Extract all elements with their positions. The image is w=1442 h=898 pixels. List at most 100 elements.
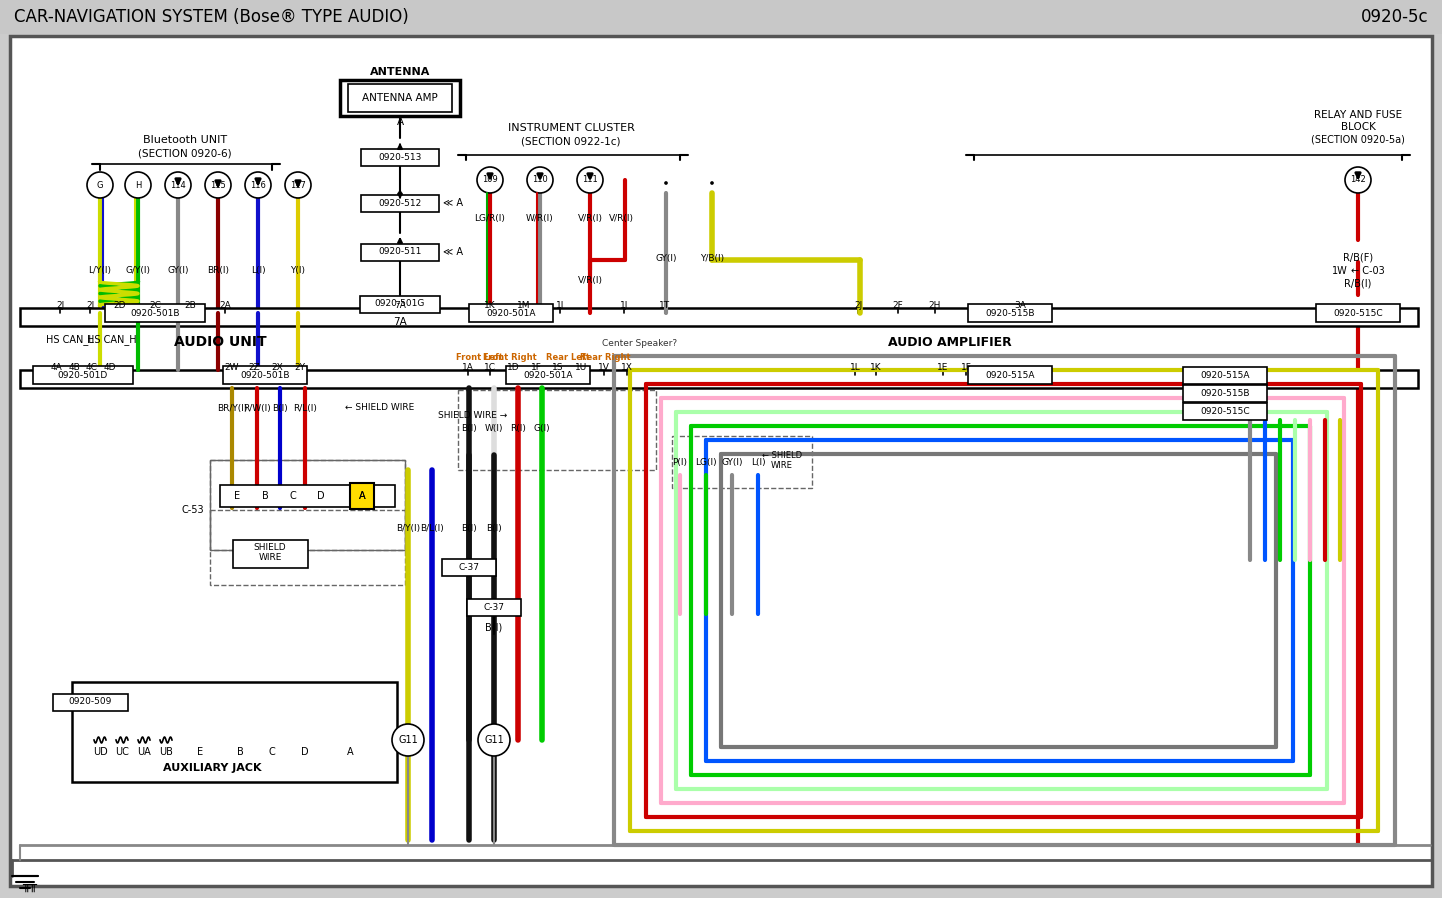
Bar	[968, 366, 1053, 384]
Text: Front Right: Front Right	[483, 353, 536, 362]
Text: G(I): G(I)	[534, 424, 551, 433]
Text: 4A: 4A	[50, 363, 62, 372]
Text: 0920-515B: 0920-515B	[1200, 389, 1250, 398]
Text: 0920-509: 0920-509	[68, 698, 111, 707]
Bar	[211, 460, 405, 550]
Text: SHIELD: SHIELD	[254, 543, 287, 552]
Text: ≪ A: ≪ A	[443, 247, 463, 257]
Bar	[52, 693, 127, 710]
Text: G: G	[97, 180, 104, 189]
Text: WIRE: WIRE	[771, 461, 793, 470]
Text: 0920-501B: 0920-501B	[241, 371, 290, 380]
Circle shape	[526, 167, 552, 193]
Bar	[211, 510, 405, 585]
Text: 1K: 1K	[485, 301, 496, 310]
Bar	[224, 366, 307, 384]
Text: 1S: 1S	[552, 363, 564, 372]
Text: 1F: 1F	[960, 363, 972, 372]
Text: ANTENNA: ANTENNA	[369, 67, 430, 77]
Text: 1T: 1T	[659, 301, 671, 310]
Bar	[459, 390, 656, 470]
Circle shape	[125, 172, 151, 198]
Text: GY(I): GY(I)	[655, 253, 676, 262]
Bar	[469, 304, 552, 322]
Text: 109: 109	[482, 175, 497, 184]
Text: 1F: 1F	[531, 363, 541, 372]
Text: WIRE: WIRE	[258, 552, 281, 561]
Text: GY(I): GY(I)	[167, 266, 189, 275]
Text: (SECTION 0920-5a): (SECTION 0920-5a)	[1311, 134, 1405, 144]
Text: A: A	[359, 491, 365, 501]
Bar	[506, 366, 590, 384]
Text: A: A	[359, 491, 365, 501]
Text: UD: UD	[92, 747, 107, 757]
Text: A: A	[397, 117, 404, 127]
Text: C: C	[268, 747, 275, 757]
Text: ← C-03: ← C-03	[1351, 266, 1384, 276]
Circle shape	[87, 172, 112, 198]
Text: B/L(I): B/L(I)	[420, 524, 444, 533]
Text: 1A: 1A	[461, 363, 474, 372]
Text: Y(I): Y(I)	[290, 266, 306, 275]
Text: 114: 114	[170, 180, 186, 189]
Text: D: D	[317, 491, 324, 501]
Text: HS CAN_L: HS CAN_L	[46, 335, 94, 346]
Text: 142: 142	[1350, 175, 1366, 184]
Text: V/R(I): V/R(I)	[577, 276, 603, 285]
Text: V/R(I): V/R(I)	[609, 214, 633, 223]
Text: 116: 116	[249, 180, 265, 189]
Text: B/Y(I): B/Y(I)	[397, 524, 420, 533]
Text: 2D: 2D	[114, 301, 127, 310]
Text: R/B(I): R/B(I)	[1344, 279, 1371, 289]
Bar	[1182, 366, 1268, 383]
Circle shape	[711, 182, 712, 184]
Circle shape	[392, 724, 424, 756]
Text: H: H	[134, 180, 141, 189]
Text: L(I): L(I)	[251, 266, 265, 275]
Text: 0920-511: 0920-511	[378, 248, 421, 257]
Text: 1U: 1U	[575, 363, 587, 372]
Text: 7A: 7A	[394, 317, 407, 327]
Bar	[234, 540, 309, 568]
Bar	[72, 682, 397, 782]
Text: C-37: C-37	[483, 603, 505, 612]
Text: 0920-515A: 0920-515A	[1200, 371, 1250, 380]
Text: BR(I): BR(I)	[208, 266, 229, 275]
Text: 1M: 1M	[518, 301, 531, 310]
Text: 1I: 1I	[555, 301, 564, 310]
Text: 0920-501G: 0920-501G	[375, 300, 425, 309]
Bar	[1182, 384, 1268, 401]
Text: R/B(F): R/B(F)	[1343, 252, 1373, 262]
Text: 2C: 2C	[149, 301, 162, 310]
Text: UB: UB	[159, 747, 173, 757]
Text: UC: UC	[115, 747, 128, 757]
Text: 2Z: 2Z	[248, 363, 260, 372]
Text: 1V: 1V	[598, 363, 610, 372]
Text: 0920-501A: 0920-501A	[523, 371, 572, 380]
Text: 4D: 4D	[104, 363, 117, 372]
Text: B: B	[236, 747, 244, 757]
Bar	[20, 308, 1417, 326]
Text: L/Y(I): L/Y(I)	[88, 266, 111, 275]
Text: AUXILIARY JACK: AUXILIARY JACK	[163, 763, 261, 773]
Text: 2J: 2J	[854, 301, 862, 310]
Text: BR/Y(I): BR/Y(I)	[216, 403, 247, 412]
Text: 7A: 7A	[394, 301, 407, 310]
Text: B: B	[261, 491, 268, 501]
Text: INSTRUMENT CLUSTER: INSTRUMENT CLUSTER	[508, 123, 634, 133]
Text: BLOCK: BLOCK	[1341, 122, 1376, 132]
Text: 2W: 2W	[225, 363, 239, 372]
Text: 2B: 2B	[185, 301, 196, 310]
Text: 110: 110	[532, 175, 548, 184]
Text: A: A	[346, 747, 353, 757]
Text: R/W(I): R/W(I)	[244, 403, 271, 412]
Text: 2H: 2H	[929, 301, 942, 310]
Bar	[1317, 304, 1400, 322]
Text: V/R(I): V/R(I)	[577, 214, 603, 223]
Bar	[221, 485, 395, 507]
Text: 111: 111	[583, 175, 598, 184]
Circle shape	[164, 172, 190, 198]
Text: B(I): B(I)	[486, 524, 502, 533]
Bar	[105, 304, 205, 322]
Bar	[0, 0, 1442, 34]
